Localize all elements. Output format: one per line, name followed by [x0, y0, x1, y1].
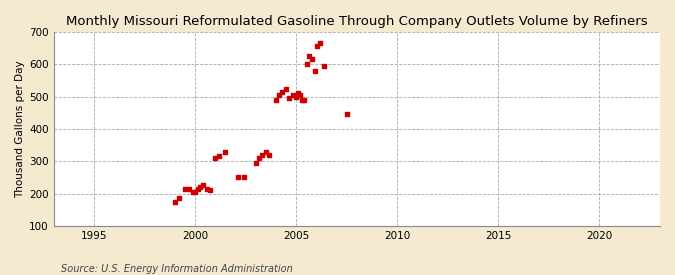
Title: Monthly Missouri Reformulated Gasoline Through Company Outlets Volume by Refiner: Monthly Missouri Reformulated Gasoline T… — [66, 15, 647, 28]
Point — [291, 94, 302, 99]
Point — [184, 186, 194, 191]
Point — [180, 186, 190, 191]
Point — [193, 186, 204, 191]
Point — [304, 54, 315, 58]
Point — [273, 93, 284, 97]
Point — [342, 112, 352, 117]
Point — [277, 90, 288, 94]
Point — [288, 93, 298, 97]
Point — [220, 149, 231, 154]
Point — [310, 68, 321, 73]
Point — [238, 175, 249, 180]
Point — [284, 96, 294, 100]
Point — [307, 57, 318, 62]
Point — [250, 161, 261, 165]
Y-axis label: Thousand Gallons per Day: Thousand Gallons per Day — [15, 60, 25, 198]
Point — [205, 188, 216, 192]
Point — [198, 183, 209, 188]
Point — [315, 41, 326, 45]
Point — [319, 64, 330, 68]
Point — [295, 93, 306, 97]
Point — [173, 196, 184, 201]
Point — [261, 149, 271, 154]
Point — [232, 175, 243, 180]
Point — [214, 154, 225, 159]
Point — [210, 156, 221, 160]
Point — [202, 186, 213, 191]
Point — [281, 86, 292, 91]
Point — [195, 185, 206, 189]
Point — [253, 156, 264, 160]
Point — [297, 98, 308, 102]
Point — [263, 153, 274, 157]
Point — [256, 153, 267, 157]
Text: Source: U.S. Energy Information Administration: Source: U.S. Energy Information Administ… — [61, 264, 292, 274]
Point — [190, 190, 200, 194]
Point — [188, 190, 198, 194]
Point — [299, 98, 310, 102]
Point — [293, 91, 304, 95]
Point — [169, 199, 180, 204]
Point — [312, 44, 323, 49]
Point — [302, 62, 313, 67]
Point — [271, 98, 281, 102]
